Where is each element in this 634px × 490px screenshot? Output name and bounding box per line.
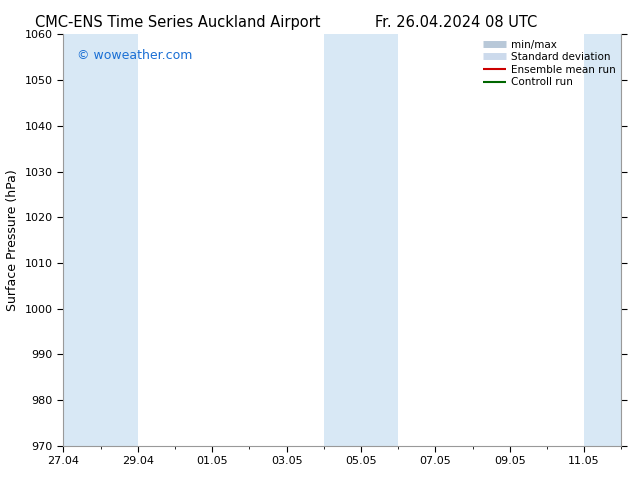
Legend: min/max, Standard deviation, Ensemble mean run, Controll run: min/max, Standard deviation, Ensemble me… xyxy=(483,40,616,87)
Text: © woweather.com: © woweather.com xyxy=(77,49,193,62)
Y-axis label: Surface Pressure (hPa): Surface Pressure (hPa) xyxy=(6,169,19,311)
Bar xyxy=(324,34,398,446)
Text: Fr. 26.04.2024 08 UTC: Fr. 26.04.2024 08 UTC xyxy=(375,15,538,30)
Text: CMC-ENS Time Series Auckland Airport: CMC-ENS Time Series Auckland Airport xyxy=(35,15,320,30)
Bar xyxy=(584,34,621,446)
Bar xyxy=(63,34,138,446)
